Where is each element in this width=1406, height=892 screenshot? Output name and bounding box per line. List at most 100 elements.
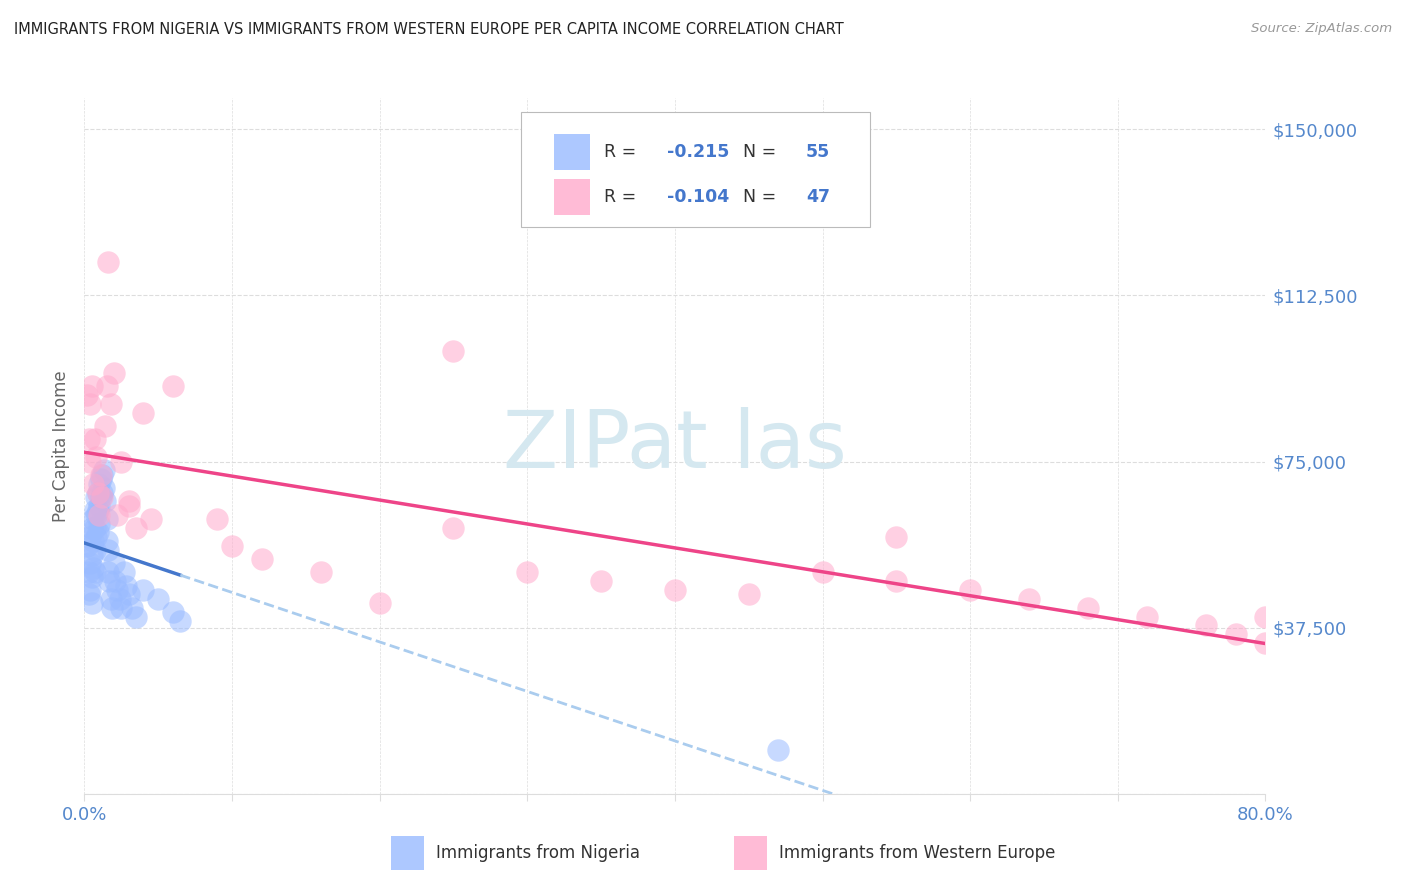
Text: Source: ZipAtlas.com: Source: ZipAtlas.com: [1251, 22, 1392, 36]
Point: [84, 508, 107, 522]
Point: [87, 516, 111, 531]
Point: [114, 578, 136, 592]
Point: [103, 366, 125, 380]
Point: [79, 530, 101, 544]
Point: [96, 379, 118, 393]
Point: [80, 521, 103, 535]
Point: [169, 614, 191, 628]
Point: [162, 379, 184, 393]
Point: [148, 591, 170, 606]
Point: [86, 525, 108, 540]
Bar: [391, 836, 425, 871]
Text: Immigrants from Western Europe: Immigrants from Western Europe: [779, 844, 1054, 862]
Text: 47: 47: [806, 188, 830, 206]
Point: [959, 582, 981, 597]
Point: [77, 587, 100, 601]
Point: [105, 582, 128, 597]
Point: [368, 596, 391, 610]
Point: [100, 591, 122, 606]
Point: [441, 521, 464, 535]
Point: [125, 609, 148, 624]
Point: [87, 476, 111, 491]
Point: [118, 494, 141, 508]
Point: [101, 600, 124, 615]
Point: [886, 574, 908, 589]
Point: [132, 582, 155, 597]
Point: [77, 566, 100, 580]
Point: [83, 433, 105, 447]
Point: [90, 467, 112, 482]
Point: [94, 419, 117, 434]
Point: [97, 543, 120, 558]
Point: [96, 534, 118, 549]
Text: -0.215: -0.215: [666, 143, 728, 161]
Point: [93, 481, 115, 495]
Point: [125, 521, 148, 535]
Point: [77, 433, 100, 447]
Point: [82, 561, 104, 575]
Point: [132, 406, 155, 420]
Point: [90, 472, 112, 486]
Point: [441, 343, 464, 358]
Bar: [554, 134, 591, 169]
Point: [98, 574, 121, 589]
Point: [121, 600, 143, 615]
Point: [82, 512, 104, 526]
Point: [84, 530, 107, 544]
Point: [82, 476, 104, 491]
Point: [86, 485, 108, 500]
Point: [139, 512, 162, 526]
Point: [80, 548, 103, 562]
Point: [591, 574, 613, 589]
Point: [84, 490, 107, 504]
Text: -0.104: -0.104: [666, 188, 728, 206]
Bar: [554, 179, 591, 215]
Point: [811, 566, 834, 580]
Point: [205, 512, 228, 526]
Point: [110, 600, 132, 615]
Point: [83, 503, 105, 517]
Point: [93, 463, 115, 477]
Point: [738, 587, 761, 601]
Point: [94, 494, 117, 508]
Point: [118, 587, 141, 601]
Point: [83, 566, 105, 580]
Point: [664, 582, 686, 597]
Text: Immigrants from Nigeria: Immigrants from Nigeria: [436, 844, 640, 862]
Point: [1254, 636, 1277, 650]
Bar: [734, 836, 768, 871]
Point: [91, 467, 114, 482]
Y-axis label: Per Capita Income: Per Capita Income: [52, 370, 70, 522]
Text: N =: N =: [744, 143, 782, 161]
Point: [90, 490, 112, 504]
Text: R =: R =: [605, 143, 641, 161]
Text: N =: N =: [744, 188, 782, 206]
Point: [76, 539, 98, 553]
Point: [83, 521, 105, 535]
Point: [79, 454, 101, 468]
Point: [100, 397, 122, 411]
Point: [103, 557, 125, 571]
Point: [87, 499, 111, 513]
Point: [96, 512, 118, 526]
Text: IMMIGRANTS FROM NIGERIA VS IMMIGRANTS FROM WESTERN EUROPE PER CAPITA INCOME CORR: IMMIGRANTS FROM NIGERIA VS IMMIGRANTS FR…: [14, 22, 844, 37]
Point: [309, 566, 332, 580]
Point: [87, 508, 111, 522]
Point: [79, 557, 101, 571]
Point: [108, 591, 131, 606]
Point: [105, 508, 128, 522]
Point: [1018, 591, 1040, 606]
Point: [768, 742, 790, 756]
Text: 55: 55: [806, 143, 830, 161]
Text: ZIPat las: ZIPat las: [503, 407, 846, 485]
Point: [110, 454, 132, 468]
Point: [86, 503, 108, 517]
Point: [250, 552, 273, 566]
Point: [82, 534, 104, 549]
Point: [91, 485, 114, 500]
Point: [79, 397, 101, 411]
Point: [1077, 600, 1099, 615]
Point: [1225, 627, 1247, 641]
Point: [83, 543, 105, 558]
Point: [76, 388, 98, 402]
